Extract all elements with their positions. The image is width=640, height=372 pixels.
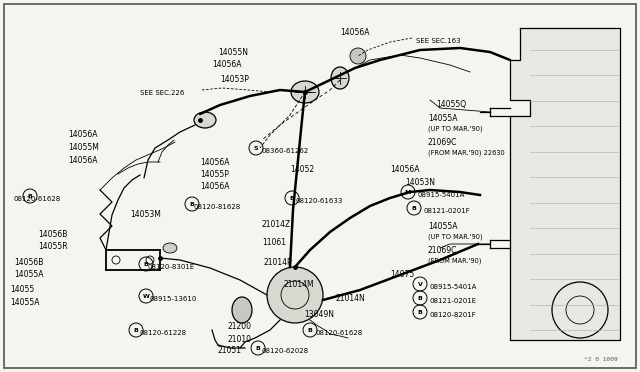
Text: 08915-13610: 08915-13610 <box>150 296 197 302</box>
Text: 14053N: 14053N <box>405 178 435 187</box>
Text: 14052: 14052 <box>290 165 314 174</box>
Text: 14056A: 14056A <box>200 182 230 191</box>
Text: V: V <box>417 282 422 286</box>
Text: 08915-5401A: 08915-5401A <box>418 192 465 198</box>
Ellipse shape <box>331 67 349 89</box>
Text: 14056A: 14056A <box>68 130 97 139</box>
Text: 14053M: 14053M <box>130 210 161 219</box>
Text: B: B <box>289 196 294 201</box>
Text: 08120-61228: 08120-61228 <box>140 330 187 336</box>
Text: 13049N: 13049N <box>304 310 334 319</box>
Text: 21069C: 21069C <box>428 138 458 147</box>
Text: (UP TO MAR.'90): (UP TO MAR.'90) <box>428 234 483 241</box>
Text: 08120-8301E: 08120-8301E <box>148 264 195 270</box>
Text: 14053P: 14053P <box>220 75 249 84</box>
Text: ^2 0 1009: ^2 0 1009 <box>584 357 618 362</box>
Text: B: B <box>417 310 422 314</box>
Text: 08915-5401A: 08915-5401A <box>430 284 477 290</box>
Text: (FROM MAR.'90) 22630: (FROM MAR.'90) 22630 <box>428 150 505 157</box>
Text: 14055A: 14055A <box>10 298 40 307</box>
Text: SEE SEC.226: SEE SEC.226 <box>140 90 184 96</box>
Text: 14055: 14055 <box>10 285 35 294</box>
Text: 08120-81628: 08120-81628 <box>194 204 241 210</box>
Text: B: B <box>134 327 138 333</box>
Text: 21014N: 21014N <box>336 294 365 303</box>
Text: 08120-61628: 08120-61628 <box>316 330 364 336</box>
Text: 21010: 21010 <box>228 335 252 344</box>
Text: 08360-61262: 08360-61262 <box>262 148 309 154</box>
Text: 14055P: 14055P <box>200 170 229 179</box>
Text: 08120-61633: 08120-61633 <box>296 198 344 204</box>
Text: 14056A: 14056A <box>68 156 97 165</box>
Circle shape <box>350 48 366 64</box>
Text: 14056A: 14056A <box>212 60 241 69</box>
Text: 21014P: 21014P <box>264 258 292 267</box>
Text: 21200: 21200 <box>228 322 252 331</box>
Text: 08121-0201E: 08121-0201E <box>430 298 477 304</box>
Text: 11061: 11061 <box>262 238 286 247</box>
Text: 08120-61628: 08120-61628 <box>14 196 61 202</box>
Text: B: B <box>143 262 148 266</box>
Text: 21014Z: 21014Z <box>262 220 291 229</box>
Text: SEE SEC.163: SEE SEC.163 <box>416 38 461 44</box>
Text: (UP TO MAR.'90): (UP TO MAR.'90) <box>428 126 483 132</box>
Ellipse shape <box>232 297 252 323</box>
Text: 14055R: 14055R <box>38 242 68 251</box>
Text: 14055M: 14055M <box>68 143 99 152</box>
Ellipse shape <box>291 81 319 103</box>
Text: 08120-8201F: 08120-8201F <box>430 312 477 318</box>
Text: 08121-0201F: 08121-0201F <box>424 208 471 214</box>
Text: B: B <box>255 346 260 350</box>
Text: B: B <box>308 327 312 333</box>
Text: W: W <box>143 294 149 298</box>
Text: 14055N: 14055N <box>218 48 248 57</box>
Text: B: B <box>417 295 422 301</box>
Text: 21014M: 21014M <box>284 280 315 289</box>
Ellipse shape <box>163 243 177 253</box>
Text: 14055A: 14055A <box>428 114 458 123</box>
Text: 14055A: 14055A <box>428 222 458 231</box>
Polygon shape <box>510 28 620 340</box>
Text: 14056B: 14056B <box>14 258 44 267</box>
Text: 21069C: 21069C <box>428 246 458 255</box>
Text: B: B <box>28 193 33 199</box>
Text: 14056B: 14056B <box>38 230 67 239</box>
Text: B: B <box>412 205 417 211</box>
Text: 14056A: 14056A <box>340 28 369 37</box>
Text: 14056A: 14056A <box>390 165 419 174</box>
Text: 14055A: 14055A <box>14 270 44 279</box>
Text: 14075: 14075 <box>390 270 414 279</box>
Text: B: B <box>189 202 195 206</box>
Text: M: M <box>405 189 411 195</box>
Text: 14055Q: 14055Q <box>436 100 466 109</box>
Text: 14056A: 14056A <box>200 158 230 167</box>
Circle shape <box>267 267 323 323</box>
Text: (FROM MAR.'90): (FROM MAR.'90) <box>428 258 481 264</box>
Ellipse shape <box>194 112 216 128</box>
Text: S: S <box>253 145 259 151</box>
Text: 08120-62028: 08120-62028 <box>262 348 309 354</box>
Text: 21051: 21051 <box>218 346 242 355</box>
